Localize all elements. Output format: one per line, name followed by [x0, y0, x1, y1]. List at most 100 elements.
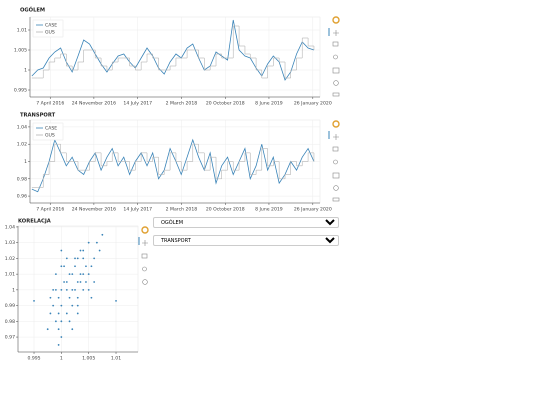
wheel-zoom-tool[interactable]: [142, 266, 147, 272]
scatter-point: [85, 265, 87, 268]
scatter-point: [71, 288, 74, 291]
scatter-point: [87, 273, 90, 276]
scatter-point: [87, 241, 90, 244]
legend-label: CASE: [45, 23, 57, 29]
bokeh-logo: [332, 120, 340, 128]
scatter-point: [57, 312, 60, 315]
scatter-point: [49, 312, 52, 315]
scatter-point: [68, 273, 71, 276]
y-tick-label: 1.02: [17, 142, 27, 148]
chart-title: TRANSPORT: [20, 113, 56, 119]
x-tick-label: 26 January 2020: [294, 207, 332, 213]
dropdown[interactable]: TRANSPORT: [153, 235, 339, 246]
x-tick-label: 20 October 2018: [206, 101, 245, 107]
x-tick-label: 8 June 2019: [255, 207, 283, 213]
help-tool[interactable]: [332, 197, 340, 202]
scatter-point: [76, 312, 79, 315]
x-tick-label: 24 November 2016: [72, 101, 116, 107]
scatter-point: [65, 288, 68, 291]
scatter-point: [68, 296, 71, 299]
reset-tool[interactable]: [333, 185, 339, 191]
legend-label: GUS: [45, 30, 55, 36]
x-tick-label: 2 March 2018: [166, 101, 198, 107]
scatter-point: [65, 281, 68, 283]
y-tick-label: 1: [12, 287, 15, 293]
scatter-point: [93, 257, 96, 260]
x-tick-label: 0.995: [27, 356, 40, 362]
scatter-point: [68, 320, 71, 323]
x-tick-label: 14 July 2017: [123, 207, 152, 213]
x-tick-label: 26 January 2020: [294, 101, 332, 107]
scatter-point: [71, 304, 74, 307]
scatter-point: [60, 288, 63, 291]
scatter-point: [52, 288, 55, 291]
save-tool[interactable]: [332, 67, 340, 74]
legend-box: [32, 19, 64, 38]
dropdown[interactable]: OGÓLEM: [153, 217, 339, 228]
scatter-point: [90, 296, 93, 299]
plot-area: [29, 16, 321, 98]
scatter-point: [60, 249, 63, 252]
scatter-point: [60, 265, 63, 268]
scatter-point: [76, 257, 79, 260]
scatter-point: [57, 344, 60, 346]
help-tool[interactable]: [332, 92, 340, 97]
legend-label: GUS: [45, 133, 55, 139]
y-tick-label: 0.98: [17, 176, 27, 182]
scatter-point: [57, 296, 60, 299]
scatter-point: [79, 273, 82, 276]
scatter-point: [95, 241, 98, 244]
x-tick-label: 1.005: [82, 356, 95, 362]
scatter-point: [60, 304, 63, 307]
wheel-zoom-tool[interactable]: [333, 159, 338, 165]
scatter-point: [85, 281, 87, 283]
series-line: [31, 138, 315, 193]
scatter-point: [63, 281, 65, 283]
scatter-point: [93, 281, 96, 283]
bokeh-logo: [332, 16, 340, 24]
y-tick-label: 0.97: [5, 335, 15, 341]
scatter-point: [54, 288, 57, 291]
box-zoom-tool[interactable]: [141, 253, 148, 259]
x-tick-label: 2 March 2018: [166, 207, 198, 213]
reset-tool[interactable]: [142, 279, 148, 285]
x-tick-label: 7 April 2016: [36, 101, 64, 107]
y-tick-label: 1.01: [5, 272, 15, 278]
scatter-point: [54, 273, 57, 276]
scatter-point: [90, 265, 93, 268]
chart-title: OGÓLEM: [20, 7, 45, 14]
y-tick-label: 1.01: [17, 28, 27, 34]
y-tick-label: 1.04: [17, 124, 27, 130]
scatter-point: [76, 296, 79, 299]
box-zoom-tool[interactable]: [332, 41, 339, 47]
scatter-point: [65, 312, 68, 315]
series-line: [31, 19, 315, 81]
x-tick-label: 20 October 2018: [206, 207, 245, 213]
x-tick-label: 24 November 2016: [72, 207, 116, 213]
active-tool: [138, 237, 140, 245]
wheel-zoom-tool[interactable]: [333, 54, 338, 60]
reset-tool[interactable]: [333, 80, 339, 86]
x-tick-label: 14 July 2017: [123, 101, 152, 107]
pan-tool[interactable]: [333, 134, 339, 140]
pan-tool[interactable]: [142, 240, 148, 246]
x-tick-label: 8 June 2019: [255, 101, 283, 107]
toolbar: [138, 16, 340, 285]
scatter-point: [74, 288, 76, 291]
scatter-point: [98, 249, 101, 252]
pan-tool[interactable]: [333, 30, 339, 36]
chart-title: KORELACJA: [18, 219, 51, 225]
scatter-point: [49, 296, 52, 299]
scatter-point: [79, 281, 82, 283]
box-zoom-tool[interactable]: [332, 146, 339, 152]
scatter-point: [82, 273, 85, 276]
save-tool[interactable]: [332, 172, 340, 179]
scatter-point: [76, 304, 79, 307]
scatter-point: [57, 328, 60, 331]
y-tick-label: 1: [24, 159, 27, 165]
scatter-point: [60, 336, 63, 338]
x-tick-label: 7 April 2016: [36, 207, 64, 213]
y-tick-label: 1.02: [5, 256, 15, 262]
